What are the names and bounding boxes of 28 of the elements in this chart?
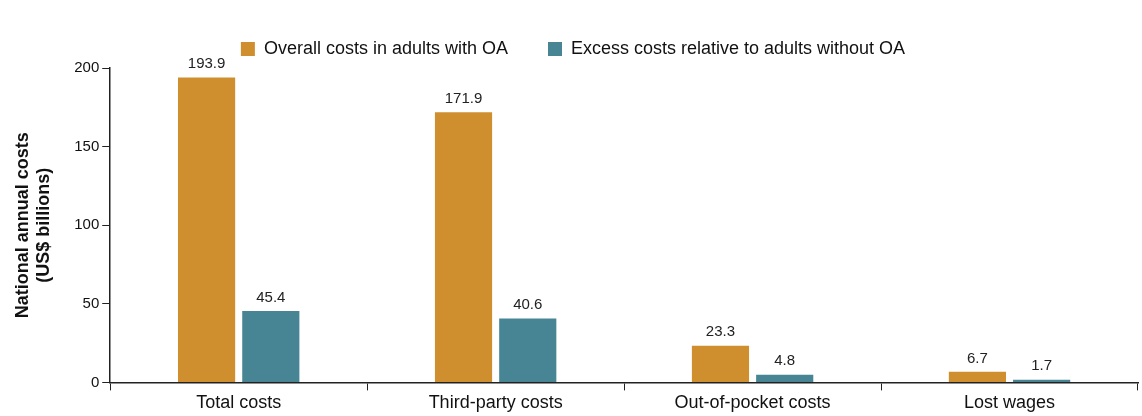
bar — [948, 371, 1006, 382]
legend-label: Excess costs relative to adults without OA — [570, 37, 906, 58]
data-label: 6.7 — [966, 348, 988, 366]
data-label: 23.3 — [705, 322, 736, 340]
data-label: 4.8 — [774, 351, 796, 369]
bar — [499, 318, 557, 382]
data-label: 193.9 — [187, 54, 226, 72]
data-label: 171.9 — [444, 88, 483, 106]
bar — [242, 311, 300, 382]
x-tick-label: Total costs — [196, 392, 282, 413]
x-tick-label: Third-party costs — [428, 392, 563, 413]
bar — [434, 112, 493, 382]
y-axis-title: National annual costs (US$ billions) — [11, 132, 54, 319]
bar — [756, 374, 814, 382]
bar — [691, 345, 750, 382]
data-label: 1.7 — [1031, 356, 1053, 374]
bar — [178, 77, 236, 382]
y-tick-label: 100 — [74, 215, 100, 233]
bar — [1013, 379, 1071, 382]
y-tick-label: 150 — [74, 136, 100, 154]
y-tick-label: 200 — [74, 58, 100, 76]
data-label: 45.4 — [256, 287, 286, 305]
data-label: 40.6 — [513, 295, 543, 313]
y-tick-label: 50 — [82, 293, 100, 311]
legend-label: Overall costs in adults with OA — [263, 37, 508, 58]
x-tick-label: Out-of-pocket costs — [674, 392, 831, 413]
x-tick-label: Lost wages — [964, 392, 1056, 413]
y-tick-label: 0 — [90, 372, 100, 390]
